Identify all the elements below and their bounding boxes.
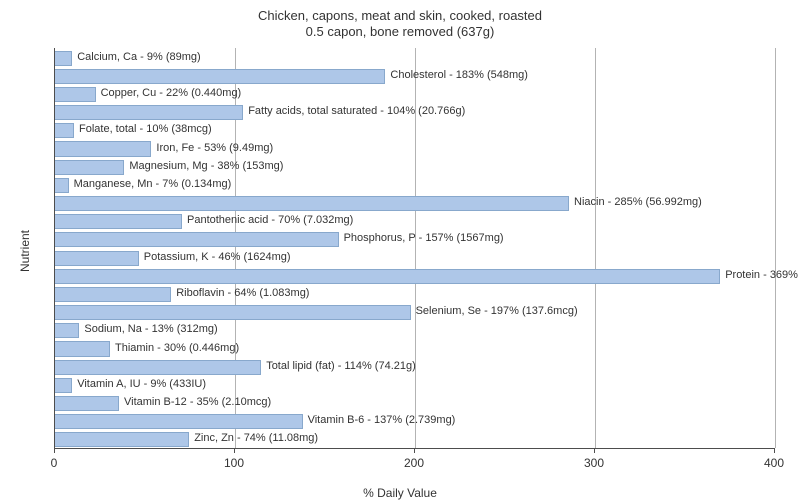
bar xyxy=(55,414,303,429)
bar xyxy=(55,251,139,266)
bar xyxy=(55,69,385,84)
x-tick-mark xyxy=(414,448,415,453)
bar xyxy=(55,396,119,411)
bar-label: Phosphorus, P - 157% (1567mg) xyxy=(344,232,504,244)
bar xyxy=(55,341,110,356)
x-tick-mark xyxy=(54,448,55,453)
x-axis-title: % Daily Value xyxy=(0,486,800,500)
bar-label: Magnesium, Mg - 38% (153mg) xyxy=(129,160,283,172)
gridline xyxy=(775,48,776,448)
bar-label: Fatty acids, total saturated - 104% (20.… xyxy=(248,105,465,117)
bar-label: Potassium, K - 46% (1624mg) xyxy=(144,251,291,263)
chart-title-line2: 0.5 capon, bone removed (637g) xyxy=(0,24,800,39)
bar-label: Selenium, Se - 197% (137.6mcg) xyxy=(416,305,578,317)
chart-title-line1: Chicken, capons, meat and skin, cooked, … xyxy=(0,8,800,23)
x-tick-mark xyxy=(594,448,595,453)
x-tick-label: 100 xyxy=(224,456,244,470)
plot-area: Calcium, Ca - 9% (89mg) Cholesterol - 183… xyxy=(54,48,775,449)
bar-label: Thiamin - 30% (0.446mg) xyxy=(115,342,239,354)
x-tick-label: 300 xyxy=(584,456,604,470)
x-tick-label: 400 xyxy=(764,456,784,470)
bar-label: Copper, Cu - 22% (0.440mg) xyxy=(101,87,242,99)
x-tick-mark xyxy=(234,448,235,453)
bar xyxy=(55,378,72,393)
bar-label: Vitamin B-6 - 137% (2.739mg) xyxy=(308,414,456,426)
x-tick-mark xyxy=(774,448,775,453)
bar-label: Protein - 369% (184.48g) xyxy=(725,269,800,281)
bar-label: Niacin - 285% (56.992mg) xyxy=(574,196,702,208)
bar-label: Vitamin A, IU - 9% (433IU) xyxy=(77,378,206,390)
gridline xyxy=(595,48,596,448)
bar-label: Vitamin B-12 - 35% (2.10mcg) xyxy=(124,396,271,408)
bar xyxy=(55,305,411,320)
bar-label: Pantothenic acid - 70% (7.032mg) xyxy=(187,214,353,226)
bar xyxy=(55,51,72,66)
bar-label: Cholesterol - 183% (548mg) xyxy=(390,69,528,81)
bar xyxy=(55,87,96,102)
bar xyxy=(55,214,182,229)
x-tick-label: 200 xyxy=(404,456,424,470)
bar xyxy=(55,141,151,156)
bar-label: Iron, Fe - 53% (9.49mg) xyxy=(156,142,273,154)
bar xyxy=(55,432,189,447)
bar-label: Folate, total - 10% (38mcg) xyxy=(79,123,212,135)
nutrient-chart: Chicken, capons, meat and skin, cooked, … xyxy=(0,0,800,500)
bar xyxy=(55,269,720,284)
bar xyxy=(55,123,74,138)
bar-label: Riboflavin - 64% (1.083mg) xyxy=(176,287,309,299)
bar xyxy=(55,360,261,375)
bar xyxy=(55,323,79,338)
bar-label: Calcium, Ca - 9% (89mg) xyxy=(77,51,200,63)
bar xyxy=(55,196,569,211)
y-axis-title: Nutrient xyxy=(18,230,32,272)
bar xyxy=(55,232,339,247)
bar xyxy=(55,178,69,193)
bar-label: Sodium, Na - 13% (312mg) xyxy=(84,323,217,335)
bar-label: Zinc, Zn - 74% (11.08mg) xyxy=(194,432,318,444)
bar xyxy=(55,105,243,120)
bar xyxy=(55,287,171,302)
bar xyxy=(55,160,124,175)
bar-label: Total lipid (fat) - 114% (74.21g) xyxy=(266,360,416,372)
bar-label: Manganese, Mn - 7% (0.134mg) xyxy=(74,178,232,190)
x-tick-label: 0 xyxy=(51,456,58,470)
